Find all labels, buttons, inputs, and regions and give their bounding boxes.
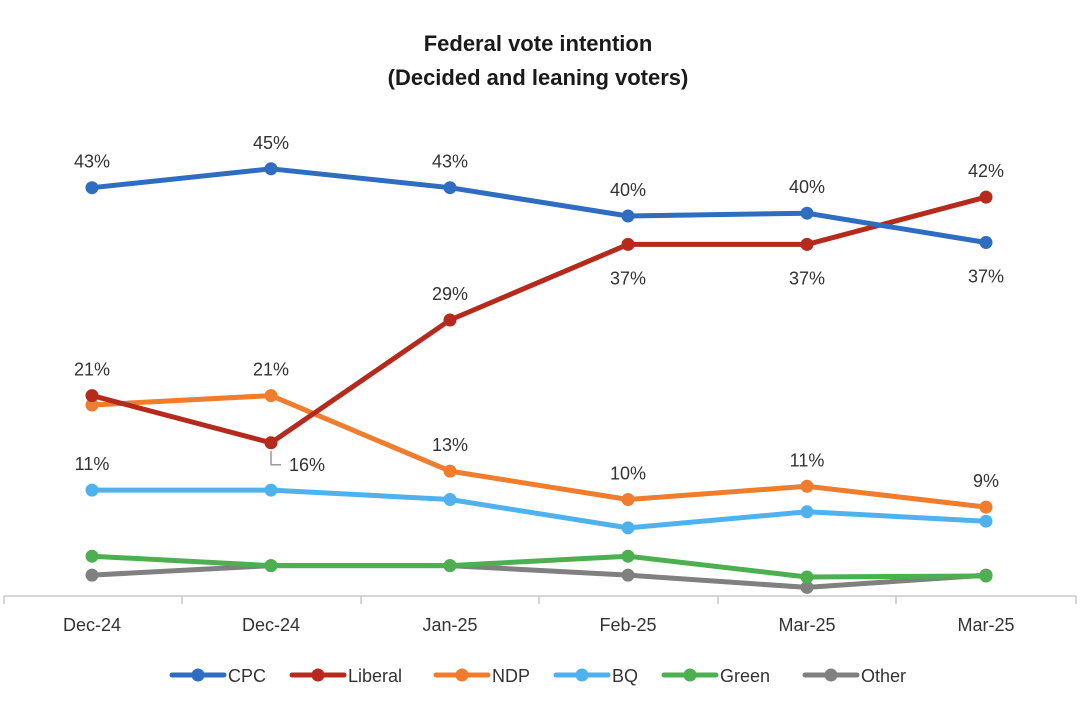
data-point-cpc	[85, 181, 99, 195]
data-label-cpc: 45%	[253, 133, 289, 153]
plot-points	[85, 162, 993, 594]
data-point-liberal	[443, 313, 457, 327]
data-point-bq	[264, 483, 278, 497]
legend-label-green: Green	[720, 666, 770, 686]
data-point-ndp	[621, 493, 635, 506]
data-point-green	[800, 570, 814, 584]
data-point-ndp	[85, 398, 99, 412]
legend-marker-green	[683, 668, 697, 682]
legend-marker-other	[824, 668, 838, 682]
data-label-liberal: 37%	[610, 268, 646, 288]
chart-title-line1: Federal vote intention	[424, 31, 653, 56]
x-tick-label: Mar-25	[778, 615, 835, 635]
plot-lines	[89, 166, 989, 590]
legend-marker-bq	[575, 668, 589, 682]
data-label-cpc: 40%	[789, 177, 825, 197]
series-line-green	[89, 553, 989, 580]
data-label-liberal: 42%	[968, 161, 1004, 181]
data-point-bq	[979, 514, 993, 528]
data-point-other	[800, 580, 814, 594]
series-line-liberal	[89, 194, 989, 446]
legend-label-other: Other	[861, 666, 906, 686]
data-label-cpc: 43%	[432, 152, 468, 172]
series-line-cpc	[89, 166, 989, 245]
data-label-ndp: 13%	[432, 435, 468, 455]
data-point-bq	[85, 483, 99, 497]
legend-label-liberal: Liberal	[348, 666, 402, 686]
data-point-cpc	[979, 236, 993, 249]
legend-marker-liberal	[311, 668, 325, 682]
data-point-green	[85, 549, 99, 563]
legend-label-bq: BQ	[612, 666, 638, 686]
data-point-liberal	[85, 389, 99, 403]
data-point-green	[979, 569, 993, 583]
x-tick-label: Jan-25	[422, 615, 477, 635]
data-point-other	[85, 568, 99, 582]
data-point-cpc	[621, 209, 635, 223]
data-point-ndp	[264, 389, 278, 403]
x-axis: Dec-24 Dec-24 Jan-25 Feb-25 Mar-25 Mar-25	[3, 595, 1077, 635]
data-point-ndp	[443, 464, 457, 478]
data-point-other	[621, 568, 635, 582]
data-point-liberal	[621, 237, 635, 251]
data-point-bq	[443, 493, 457, 506]
data-label-liberal: 21%	[74, 360, 110, 380]
data-point-ndp	[800, 479, 814, 493]
data-point-bq	[800, 505, 814, 519]
legend: CPC Liberal NDP BQ Green Other	[169, 666, 906, 686]
data-label-cpc: 40%	[610, 180, 646, 200]
data-point-cpc	[800, 206, 814, 220]
data-point-green	[621, 549, 635, 563]
data-label-ndp: 21%	[253, 360, 289, 380]
legend-marker-cpc	[191, 668, 205, 682]
x-tick-label: Dec-24	[63, 615, 121, 635]
data-point-bq	[621, 521, 635, 535]
series-line-other	[89, 563, 989, 590]
data-label-liberal: 16%	[289, 455, 325, 475]
data-point-cpc	[264, 162, 278, 176]
x-tick-label: Dec-24	[242, 615, 300, 635]
legend-marker-ndp	[455, 668, 469, 682]
series-line-ndp	[89, 393, 989, 510]
data-point-liberal	[979, 190, 993, 204]
data-labels: 43% 45% 43% 40% 40% 37% 21% 16% 29% 37% 37% 42% 21% 1…	[74, 133, 1004, 491]
data-label-ndp: 10%	[610, 464, 646, 484]
data-point-cpc	[443, 181, 457, 195]
legend-label-ndp: NDP	[492, 666, 530, 686]
data-label-cpc: 37%	[968, 267, 1004, 287]
series-line-bq	[89, 487, 989, 531]
chart-title-line2: (Decided and leaning voters)	[388, 65, 689, 90]
data-label-leader-line	[270, 450, 281, 466]
data-point-green	[264, 559, 278, 573]
data-label-bq: 11%	[75, 454, 110, 474]
legend-label-cpc: CPC	[228, 666, 266, 686]
data-label-ndp: 11%	[790, 450, 825, 470]
x-tick-label: Mar-25	[957, 615, 1014, 635]
data-point-liberal	[800, 237, 814, 251]
data-label-liberal: 29%	[432, 284, 468, 304]
data-label-ndp: 9%	[973, 471, 999, 491]
x-tick-label: Feb-25	[599, 615, 656, 635]
data-point-liberal	[264, 436, 278, 450]
data-label-liberal: 37%	[789, 268, 825, 288]
data-point-green	[443, 559, 457, 573]
data-point-ndp	[979, 500, 993, 514]
data-label-cpc: 43%	[74, 152, 110, 172]
